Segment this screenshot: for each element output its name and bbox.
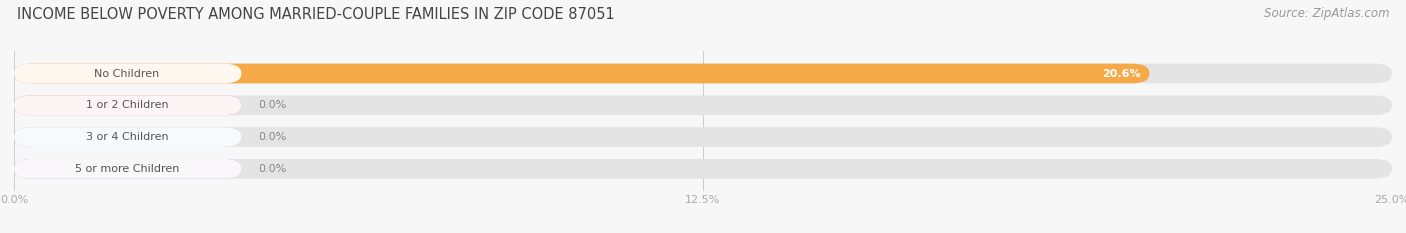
FancyBboxPatch shape <box>14 64 1150 83</box>
FancyBboxPatch shape <box>14 64 242 83</box>
FancyBboxPatch shape <box>14 127 242 147</box>
FancyBboxPatch shape <box>14 96 242 115</box>
FancyBboxPatch shape <box>14 159 242 179</box>
Text: Source: ZipAtlas.com: Source: ZipAtlas.com <box>1264 7 1389 20</box>
Text: No Children: No Children <box>94 69 160 79</box>
FancyBboxPatch shape <box>14 159 242 179</box>
Text: INCOME BELOW POVERTY AMONG MARRIED-COUPLE FAMILIES IN ZIP CODE 87051: INCOME BELOW POVERTY AMONG MARRIED-COUPL… <box>17 7 614 22</box>
Text: 5 or more Children: 5 or more Children <box>75 164 179 174</box>
Text: 20.6%: 20.6% <box>1102 69 1142 79</box>
FancyBboxPatch shape <box>14 127 242 147</box>
FancyBboxPatch shape <box>14 64 1392 83</box>
FancyBboxPatch shape <box>14 159 1392 179</box>
FancyBboxPatch shape <box>14 127 1392 147</box>
FancyBboxPatch shape <box>14 96 1392 115</box>
FancyBboxPatch shape <box>14 96 242 115</box>
Text: 0.0%: 0.0% <box>257 164 287 174</box>
Text: 0.0%: 0.0% <box>257 100 287 110</box>
Text: 0.0%: 0.0% <box>257 132 287 142</box>
Text: 1 or 2 Children: 1 or 2 Children <box>86 100 169 110</box>
Text: 3 or 4 Children: 3 or 4 Children <box>86 132 169 142</box>
